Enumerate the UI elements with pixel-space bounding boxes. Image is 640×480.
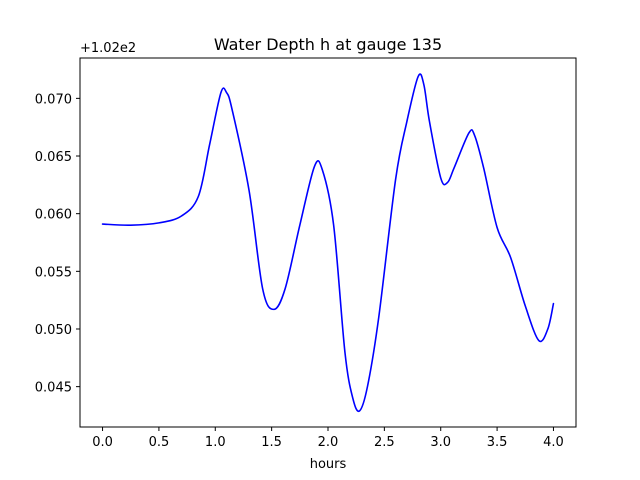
y-tick-label: 0.060	[35, 208, 72, 223]
x-tick-label: 1.5	[261, 435, 282, 450]
series-line	[101, 73, 555, 413]
x-tick-label: 0.0	[92, 435, 113, 450]
x-tick-label: 2.5	[374, 435, 395, 450]
y-axis: 0.045 0.050 0.055 0.060 0.065 0.070	[35, 92, 80, 396]
plot-frame	[79, 57, 577, 428]
plot-area	[79, 57, 577, 428]
x-axis-label: hours	[310, 457, 347, 472]
y-offset-label: +1.02e2	[80, 41, 136, 56]
y-tick-label: 0.045	[35, 381, 72, 396]
x-tick-label: 1.0	[205, 435, 226, 450]
x-tick-label: 2.0	[318, 435, 339, 450]
x-axis: 0.0 0.5 1.0 1.5 2.0 2.5 3.0 3.5 4.0	[92, 427, 564, 450]
chart-title: Water Depth h at gauge 135	[214, 35, 442, 54]
x-tick-label: 4.0	[543, 435, 564, 450]
x-tick-label: 3.5	[487, 435, 508, 450]
y-tick-label: 0.065	[35, 150, 72, 165]
x-tick-label: 0.5	[149, 435, 170, 450]
y-tick-label: 0.055	[35, 265, 72, 280]
y-tick-label: 0.050	[35, 323, 72, 338]
y-tick-label: 0.070	[35, 92, 72, 107]
x-tick-label: 3.0	[430, 435, 451, 450]
